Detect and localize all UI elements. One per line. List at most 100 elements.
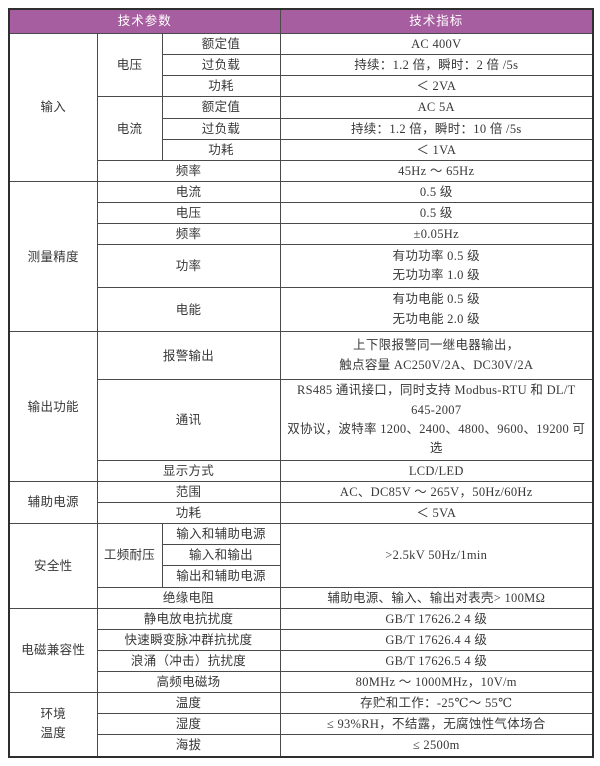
section-label-environment: 环境 温度	[8, 692, 98, 757]
value-line: 上下限报警同一继电器输出，	[353, 338, 520, 353]
param-accuracy-current: 电流	[96, 180, 281, 204]
param-env-altitude: 海拔	[96, 734, 281, 757]
section-label-accuracy: 测量精度	[8, 180, 98, 333]
table-row: 电压 0.5 级	[9, 201, 594, 225]
table-row: 输出和辅助电源	[9, 565, 593, 588]
value-emc-surge: GB/T 17626.5 4 级	[279, 649, 594, 673]
value-line: 无功功率 1.0 级	[392, 268, 480, 283]
table-row: 高频电磁场 80MHz ～ 1000MHz，10V/m	[9, 670, 594, 694]
value-accuracy-power: 有功功率 0.5 级 无功功率 1.0 级	[279, 244, 594, 289]
param-aux-power: 功耗	[96, 501, 281, 525]
param-input-frequency: 频率	[96, 159, 281, 182]
section-label-input: 输入	[8, 33, 98, 182]
table-row: 输入和输出	[9, 544, 593, 567]
param-voltage-rated: 额定值	[161, 32, 281, 56]
table-row: 快速瞬变脉冲群抗扰度 GB/T 17626.4 4 级	[9, 628, 594, 651]
param-current-rated: 额定值	[161, 96, 281, 119]
value-aux-power: ＜ 5VA	[279, 501, 594, 525]
value-emc-esd: GB/T 17626.2 4 级	[279, 607, 594, 630]
param-current-power: 功耗	[161, 138, 281, 161]
value-insulation: 辅助电源、输入、输出对表壳> 100MΩ	[279, 586, 594, 609]
param-emc-rf-field: 高频电磁场	[96, 670, 281, 694]
value-output-display: LCD/LED	[279, 459, 594, 482]
table-row: 输入 电压 额定值 AC 400V	[8, 32, 594, 182]
param-env-temperature: 温度	[96, 692, 281, 715]
param-insulation: 绝缘电阻	[96, 586, 281, 609]
param-withstand-pair-2: 输入和输出	[161, 544, 281, 567]
section-label-line: 温度	[40, 726, 67, 741]
value-input-frequency: 45Hz ～ 65Hz	[279, 159, 594, 182]
value-output-alarm: 上下限报警同一继电器输出， 触点容量 AC250V/2A、DC30V/2A	[279, 331, 594, 381]
group-label-withstand: 工频耐压	[96, 523, 163, 588]
section-label-output: 输出功能	[8, 331, 98, 482]
param-emc-eft: 快速瞬变脉冲群抗扰度	[96, 628, 281, 651]
table-row: 测量精度 电流 0.5 级	[8, 180, 594, 333]
param-withstand-pair-1: 输入和辅助电源	[161, 523, 281, 546]
table-row: 湿度 ≤ 93%RH，不结露，无腐蚀性气体场合	[9, 713, 594, 736]
table-row: 电能 有功电能 0.5 级 无功电能 2.0 级	[9, 287, 594, 333]
spec-table: 技术参数 技术指标 输入 电压 额定值 AC 400V 过负载 持续：1.2 倍…	[8, 8, 594, 758]
value-accuracy-voltage: 0.5 级	[279, 201, 594, 225]
value-accuracy-frequency: ±0.05Hz	[279, 223, 594, 246]
param-emc-surge: 浪涌（冲击）抗扰度	[96, 649, 281, 673]
value-emc-rf-field: 80MHz ～ 1000MHz，10V/m	[279, 670, 594, 694]
value-emc-eft: GB/T 17626.4 4 级	[279, 628, 594, 651]
group-label-voltage: 电压	[96, 32, 163, 98]
table-row: 显示方式 LCD/LED	[9, 459, 594, 482]
value-current-power: ＜ 1VA	[279, 138, 594, 161]
value-line: 触点容量 AC250V/2A、DC30V/2A	[339, 357, 534, 372]
table-row: 功耗 ＜ 5VA	[9, 501, 594, 525]
value-accuracy-energy: 有功电能 0.5 级 无功电能 2.0 级	[279, 287, 594, 333]
section-label-safety: 安全性	[8, 523, 98, 609]
table-row: 安全性 工频耐压 输入和辅助电源 >2.5kV 50Hz/1min	[8, 523, 594, 609]
param-voltage-power: 功耗	[161, 75, 281, 98]
value-env-altitude: ≤ 2500m	[279, 734, 594, 757]
param-output-comm: 通讯	[96, 379, 281, 461]
value-current-overload: 持续：1.2 倍，瞬时：10 倍 /5s	[279, 117, 594, 140]
group-label-current: 电流	[96, 96, 163, 161]
param-output-alarm: 报警输出	[96, 331, 281, 381]
value-line: 有功电能 0.5 级	[392, 292, 480, 307]
table-row: 电流 额定值 AC 5A	[9, 96, 594, 161]
table-row: 环境 温度 温度 存贮和工作：-25℃～ 55℃	[8, 692, 594, 757]
table-row: 浪涌（冲击）抗扰度 GB/T 17626.5 4 级	[9, 649, 594, 673]
table-row: 过负载 持续：1.2 倍，瞬时：10 倍 /5s	[9, 117, 594, 140]
value-current-rated: AC 5A	[279, 96, 594, 119]
value-line: 有功功率 0.5 级	[392, 248, 480, 263]
value-line: 双协议，波特率 1200、2400、4800、9600、19200 可选	[287, 422, 586, 456]
table-row: 输出功能 报警输出 上下限报警同一继电器输出， 触点容量 AC250V/2A、D…	[8, 331, 594, 482]
param-aux-range: 范围	[96, 480, 281, 504]
table-row: 频率 45Hz ～ 65Hz	[9, 159, 594, 182]
header-cell-params: 技术参数	[8, 8, 281, 34]
param-accuracy-voltage: 电压	[96, 201, 281, 225]
param-current-overload: 过负载	[161, 117, 281, 140]
param-accuracy-energy: 电能	[96, 287, 281, 333]
value-env-temperature: 存贮和工作：-25℃～ 55℃	[279, 692, 594, 715]
param-emc-esd: 静电放电抗扰度	[96, 607, 281, 630]
param-env-humidity: 湿度	[96, 713, 281, 736]
param-output-display: 显示方式	[96, 459, 281, 482]
param-withstand-pair-3: 输出和辅助电源	[161, 565, 281, 588]
header-cell-specs: 技术指标	[279, 8, 594, 34]
value-line: 无功电能 2.0 级	[392, 311, 480, 326]
value-aux-range: AC、DC85V ～ 265V，50Hz/60Hz	[279, 480, 594, 504]
value-line: RS485 通讯接口，同时支持 Modbus-RTU 和 DL/T 645-20…	[296, 383, 576, 417]
table-row: 电磁兼容性 静电放电抗扰度 GB/T 17626.2 4 级	[8, 607, 594, 694]
section-label-line: 环境	[40, 706, 67, 721]
table-row: 辅助电源 范围 AC、DC85V ～ 265V，50Hz/60Hz	[8, 480, 594, 525]
param-voltage-overload: 过负载	[161, 54, 281, 77]
value-voltage-rated: AC 400V	[279, 32, 594, 56]
value-voltage-overload: 持续：1.2 倍，瞬时：2 倍 /5s	[279, 54, 594, 77]
param-accuracy-power: 功率	[96, 244, 281, 289]
section-label-emc: 电磁兼容性	[8, 607, 98, 694]
value-accuracy-current: 0.5 级	[279, 180, 594, 204]
value-withstand: >2.5kV 50Hz/1min	[279, 523, 594, 588]
table-row: 通讯 RS485 通讯接口，同时支持 Modbus-RTU 和 DL/T 645…	[9, 379, 594, 461]
param-accuracy-frequency: 频率	[96, 223, 281, 246]
value-output-comm: RS485 通讯接口，同时支持 Modbus-RTU 和 DL/T 645-20…	[279, 379, 594, 461]
table-row: 绝缘电阻 辅助电源、输入、输出对表壳> 100MΩ	[9, 586, 594, 609]
table-row: 功率 有功功率 0.5 级 无功功率 1.0 级	[9, 244, 594, 289]
value-env-humidity: ≤ 93%RH，不结露，无腐蚀性气体场合	[279, 713, 594, 736]
section-label-aux-power: 辅助电源	[8, 480, 98, 525]
